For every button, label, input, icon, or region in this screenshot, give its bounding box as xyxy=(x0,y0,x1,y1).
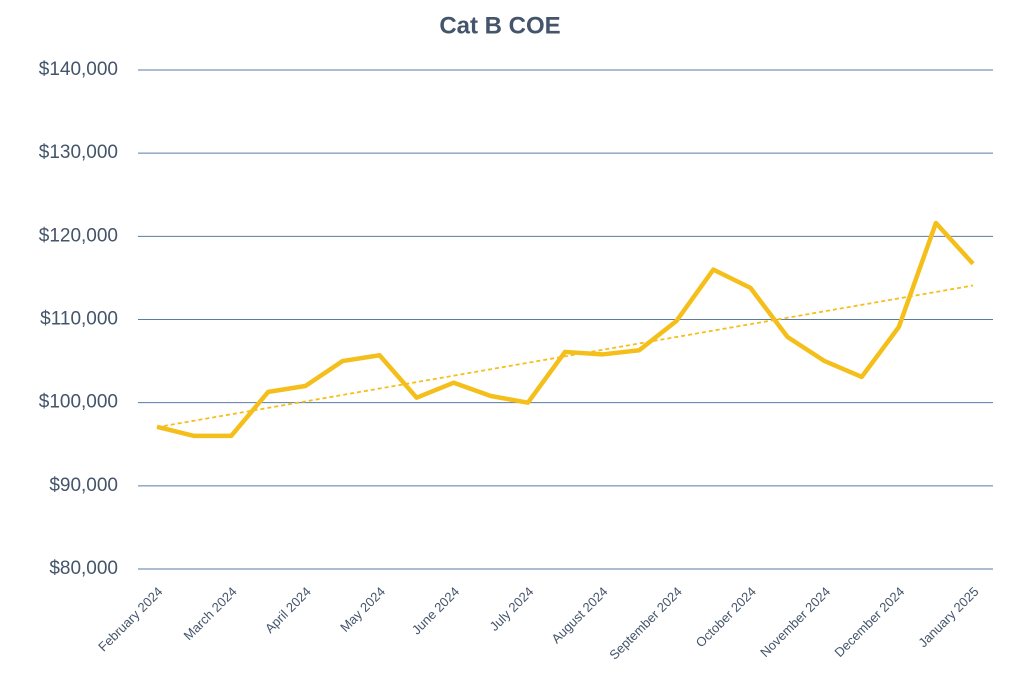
y-tick-label: $120,000 xyxy=(39,225,118,246)
x-tick-label: February 2024 xyxy=(95,584,165,654)
y-tick-label: $140,000 xyxy=(39,59,118,80)
trendline xyxy=(156,284,974,429)
x-tick-label: December 2024 xyxy=(831,584,907,660)
chart-title: Cat B COE xyxy=(439,12,560,39)
y-tick-label: $80,000 xyxy=(49,558,118,579)
x-tick-label: January 2025 xyxy=(915,584,981,650)
line-series xyxy=(156,220,975,439)
y-tick-label: $110,000 xyxy=(40,309,118,330)
x-tick-label: June 2024 xyxy=(409,584,463,638)
x-tick-label: October 2024 xyxy=(693,584,759,650)
y-tick-label: $90,000 xyxy=(49,475,118,496)
x-tick-label: November 2024 xyxy=(757,584,833,660)
x-tick-label: May 2024 xyxy=(337,584,388,635)
y-tick-label: $130,000 xyxy=(39,142,118,163)
x-tick-label: April 2024 xyxy=(262,584,314,636)
x-tick-label: March 2024 xyxy=(181,584,240,643)
x-tick-label: September 2024 xyxy=(606,584,685,663)
y-tick-label: $100,000 xyxy=(39,392,118,413)
x-tick-label: July 2024 xyxy=(486,584,536,634)
x-tick-label: August 2024 xyxy=(548,584,610,646)
